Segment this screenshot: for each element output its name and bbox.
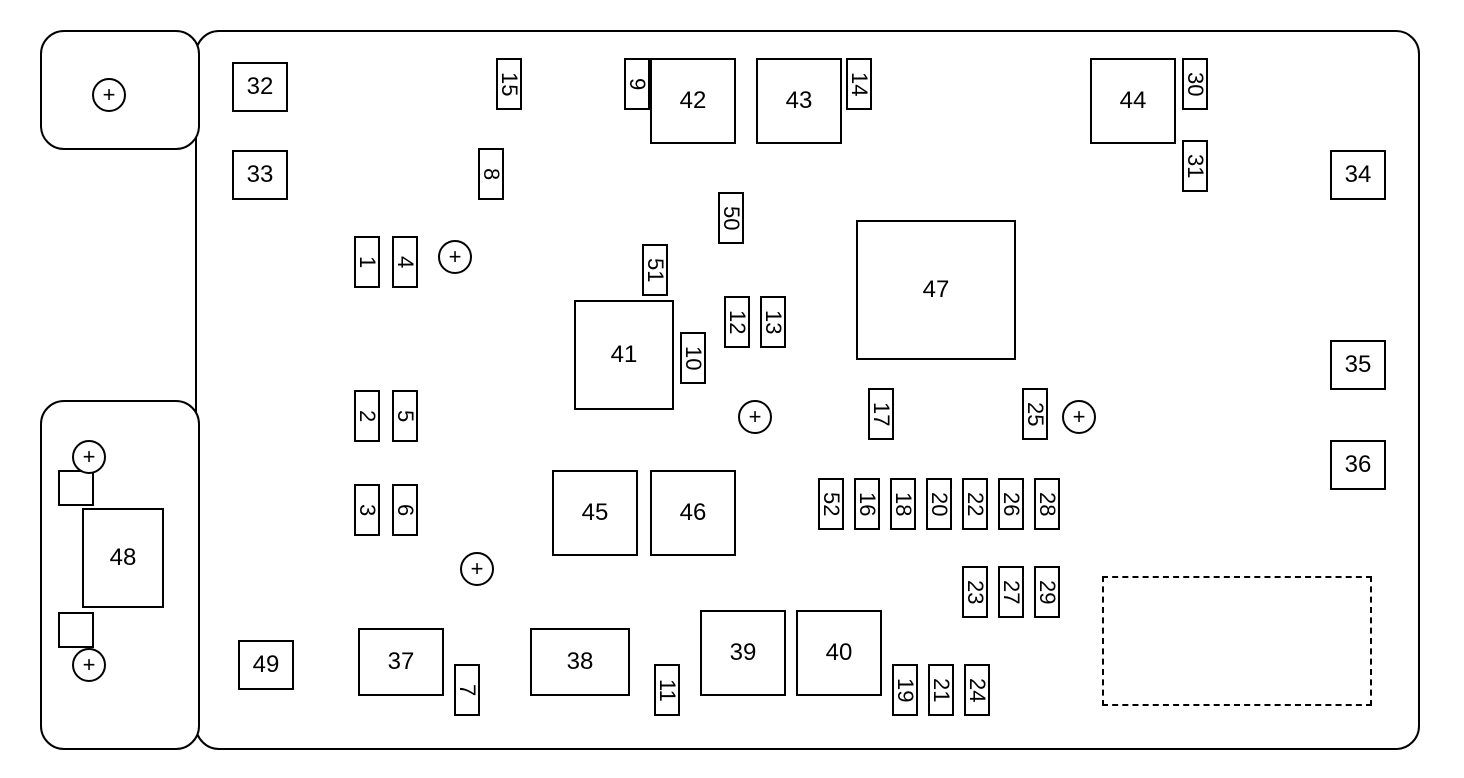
- fuse-7: 7: [454, 664, 480, 716]
- fuse-21: 21: [928, 664, 954, 716]
- screw-left-bt-2: +: [72, 648, 106, 682]
- fuse-24: 24: [964, 664, 990, 716]
- fuse-12: 12: [724, 296, 750, 348]
- slot-33: 33: [232, 150, 288, 200]
- screw-inner-b: +: [738, 400, 772, 434]
- slot-37: 37: [358, 628, 444, 696]
- slot-46: 46: [650, 470, 736, 556]
- slot-42: 42: [650, 58, 736, 144]
- fuse-16: 16: [854, 478, 880, 530]
- fuse-29: 29: [1034, 566, 1060, 618]
- fuse-23: 23: [962, 566, 988, 618]
- fuse-4: 4: [392, 236, 418, 288]
- slot-35: 35: [1330, 340, 1386, 390]
- slot-41: 41: [574, 300, 674, 410]
- slot-47: 47: [856, 220, 1016, 360]
- fuse-20: 20: [926, 478, 952, 530]
- screw-left-bt-1: +: [72, 440, 106, 474]
- slot-34: 34: [1330, 150, 1386, 200]
- screw-inner-d: +: [460, 552, 494, 586]
- fuse-3: 3: [354, 484, 380, 536]
- fuse-17: 17: [868, 388, 894, 440]
- fuse-26: 26: [998, 478, 1024, 530]
- fuse-18: 18: [890, 478, 916, 530]
- fuse-30: 30: [1182, 58, 1208, 110]
- slot-43: 43: [756, 58, 842, 144]
- fuse-22: 22: [962, 478, 988, 530]
- slot-45: 45: [552, 470, 638, 556]
- fuse-9: 9: [624, 58, 650, 110]
- fuse-25: 25: [1022, 388, 1048, 440]
- fuse-6: 6: [392, 484, 418, 536]
- slot-40: 40: [796, 610, 882, 696]
- fuse-8: 8: [478, 148, 504, 200]
- slot-49: 49: [238, 640, 294, 690]
- screw-top-left-tab: +: [92, 78, 126, 112]
- fuse-10: 10: [680, 332, 706, 384]
- slot-32: 32: [232, 62, 288, 112]
- bridge-top: [58, 470, 94, 506]
- fuse-5: 5: [392, 390, 418, 442]
- slot-36: 36: [1330, 440, 1386, 490]
- fuse-19: 19: [892, 664, 918, 716]
- fuse-52: 52: [818, 478, 844, 530]
- fuse-51: 51: [642, 244, 668, 296]
- slot-44: 44: [1090, 58, 1176, 144]
- fuse-28: 28: [1034, 478, 1060, 530]
- screw-inner-c: +: [1062, 400, 1096, 434]
- slot-38: 38: [530, 628, 630, 696]
- fuse-14: 14: [846, 58, 872, 110]
- fuse-50: 50: [718, 192, 744, 244]
- fuse-27: 27: [998, 566, 1024, 618]
- fuse-1: 1: [354, 236, 380, 288]
- fuse-15: 15: [496, 58, 522, 110]
- dashed-zone: [1102, 576, 1372, 706]
- fuse-13: 13: [760, 296, 786, 348]
- fuse-11: 11: [654, 664, 680, 716]
- bridge-bottom: [58, 612, 94, 648]
- fuse-box-diagram: 3233343536424344414745463738394048491591…: [0, 0, 1464, 778]
- slot-39: 39: [700, 610, 786, 696]
- fuse-2: 2: [354, 390, 380, 442]
- screw-inner-a: +: [438, 240, 472, 274]
- fuse-31: 31: [1182, 140, 1208, 192]
- slot-48: 48: [82, 508, 164, 608]
